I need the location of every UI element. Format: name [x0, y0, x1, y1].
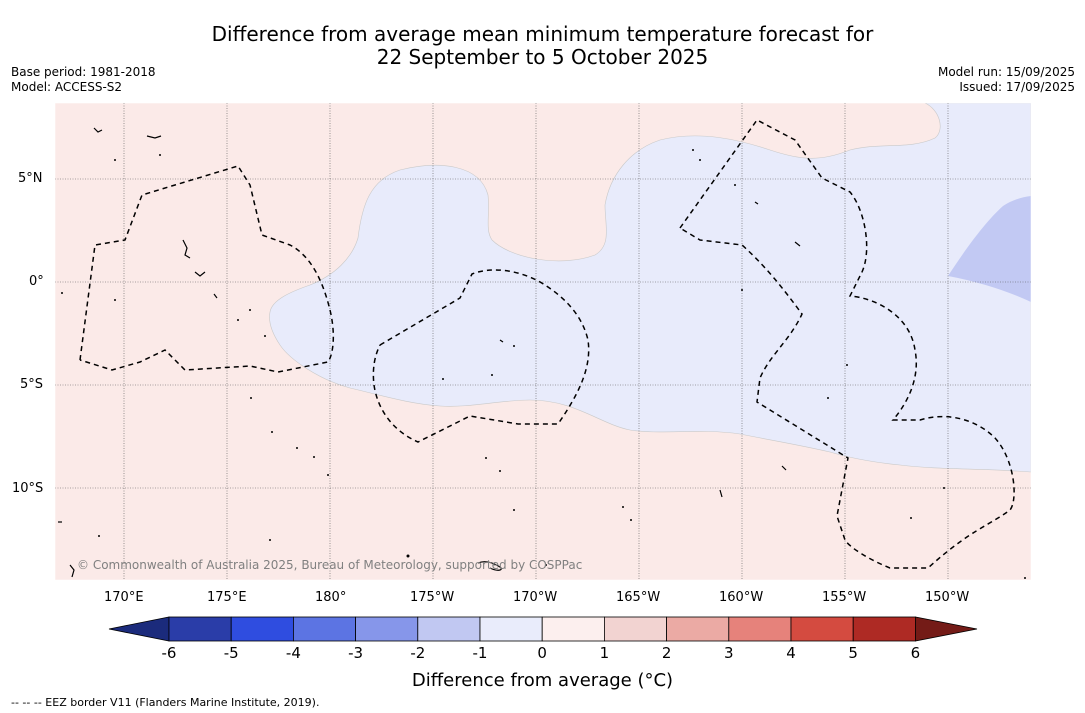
eez-legend-note: -- -- -- EEZ border V11 (Flanders Marine…	[11, 696, 320, 709]
eez-border-line-islands	[679, 119, 1015, 569]
colorbar-bin	[790, 616, 854, 642]
copyright-notice: © Commonwealth of Australia 2025, Bureau…	[77, 558, 583, 572]
colorbar-bin	[852, 616, 916, 642]
colorbar-tick-label: 1	[599, 644, 610, 662]
lat-tick-5S: 5°S	[20, 377, 44, 392]
lon-tick-165W: 165°W	[616, 590, 661, 605]
colorbar-bin	[666, 616, 730, 642]
colorbar-tick-label: -5	[223, 644, 239, 662]
cool-anomaly-region	[269, 103, 1031, 473]
lat-tick-5N: 5°N	[18, 171, 43, 186]
graticule	[55, 103, 1031, 580]
colorbar-tick-label: -1	[472, 644, 488, 662]
lon-tick-175W: 175°W	[410, 590, 455, 605]
colorbar-bin	[230, 616, 294, 642]
colorbar-bin	[541, 616, 605, 642]
colorbar-bin	[604, 616, 668, 642]
colorbar-title: Difference from average (°C)	[411, 670, 674, 691]
map-title-line1: Difference from average mean minimum tem…	[211, 22, 874, 46]
colorbar-tick-label: -3	[348, 644, 364, 662]
map-title-line2: 22 September to 5 October 2025	[376, 45, 709, 69]
colorbar-bin	[292, 616, 356, 642]
lat-tick-10S: 10°S	[12, 481, 44, 496]
colorbar-bin	[728, 616, 792, 642]
issued-date: Issued: 17/09/2025	[959, 80, 1075, 94]
colorbar	[108, 616, 978, 642]
lon-tick-155W: 155°W	[822, 590, 867, 605]
colorbar-bin	[479, 616, 543, 642]
eez-border-tuvalu-kiribati-gilbert	[79, 165, 335, 373]
lon-tick-150W: 150°W	[925, 590, 970, 605]
island-dots	[61, 149, 1026, 579]
eez-borders	[79, 119, 1015, 569]
lon-tick-170E: 170°E	[104, 590, 144, 605]
colorbar-extend-low	[108, 616, 170, 642]
lat-tick-0: 0°	[29, 274, 44, 289]
colorbar-tick-label: -4	[285, 644, 301, 662]
colorbar-tick-label: 6	[910, 644, 921, 662]
islands	[58, 127, 801, 578]
colorbar-tick-label: 0	[537, 644, 547, 662]
colorbar-bin	[417, 616, 481, 642]
model-run: Model run: 15/09/2025	[937, 65, 1075, 79]
model-name: Model: ACCESS-S2	[11, 80, 123, 94]
colorbar-bin	[355, 616, 419, 642]
lon-tick-180: 180°	[315, 590, 347, 605]
eez-border-tokelau	[372, 269, 590, 443]
colorbar-tick-label: 4	[786, 644, 796, 662]
colorbar-tick-label: 3	[724, 644, 734, 662]
lon-tick-175E: 175°E	[207, 590, 247, 605]
colorbar-bin	[168, 616, 232, 642]
colorbar-tick-label: 5	[848, 644, 858, 662]
colorbar-tick-label: -2	[410, 644, 426, 662]
lon-tick-160W: 160°W	[719, 590, 764, 605]
map-panel	[55, 103, 1031, 580]
colorbar-tick-label: -6	[161, 644, 177, 662]
colorbar-extend-high	[915, 616, 978, 642]
cooler-anomaly-region	[948, 196, 1031, 302]
lon-tick-170W: 170°W	[513, 590, 558, 605]
base-period: Base period: 1981-2018	[11, 65, 156, 79]
colorbar-tick-label: 2	[661, 644, 672, 662]
